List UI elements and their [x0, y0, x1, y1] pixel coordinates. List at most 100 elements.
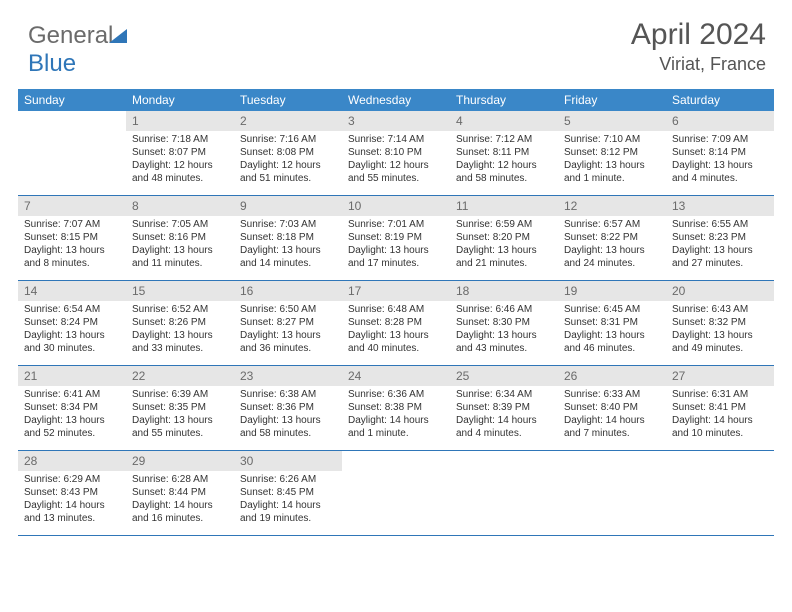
- day-detail: Sunrise: 7:03 AMSunset: 8:18 PMDaylight:…: [234, 216, 342, 274]
- day-number: 27: [666, 366, 774, 386]
- day-number: 17: [342, 281, 450, 301]
- day-number: 15: [126, 281, 234, 301]
- day-number: 28: [18, 451, 126, 471]
- day-detail: Sunrise: 6:57 AMSunset: 8:22 PMDaylight:…: [558, 216, 666, 274]
- calendar-cell: ..: [18, 111, 126, 195]
- day-detail: Sunrise: 7:12 AMSunset: 8:11 PMDaylight:…: [450, 131, 558, 189]
- calendar-cell: 12Sunrise: 6:57 AMSunset: 8:22 PMDayligh…: [558, 196, 666, 280]
- calendar-cell: 2Sunrise: 7:16 AMSunset: 8:08 PMDaylight…: [234, 111, 342, 195]
- calendar-cell: ..: [342, 451, 450, 535]
- calendar-cell: 10Sunrise: 7:01 AMSunset: 8:19 PMDayligh…: [342, 196, 450, 280]
- calendar-cell: 1Sunrise: 7:18 AMSunset: 8:07 PMDaylight…: [126, 111, 234, 195]
- day-number: 20: [666, 281, 774, 301]
- day-number: 23: [234, 366, 342, 386]
- brand-part1: General: [28, 22, 113, 49]
- calendar-week: ..1Sunrise: 7:18 AMSunset: 8:07 PMDaylig…: [18, 111, 774, 196]
- calendar-cell: 29Sunrise: 6:28 AMSunset: 8:44 PMDayligh…: [126, 451, 234, 535]
- brand-part2: Blue: [28, 50, 76, 77]
- day-number: 10: [342, 196, 450, 216]
- day-number: 11: [450, 196, 558, 216]
- dayname-row: Sunday Monday Tuesday Wednesday Thursday…: [18, 89, 774, 111]
- calendar-cell: 11Sunrise: 6:59 AMSunset: 8:20 PMDayligh…: [450, 196, 558, 280]
- calendar-week: 7Sunrise: 7:07 AMSunset: 8:15 PMDaylight…: [18, 196, 774, 281]
- day-number: 24: [342, 366, 450, 386]
- day-number: 9: [234, 196, 342, 216]
- day-number: 12: [558, 196, 666, 216]
- day-number: 30: [234, 451, 342, 471]
- calendar-cell: 30Sunrise: 6:26 AMSunset: 8:45 PMDayligh…: [234, 451, 342, 535]
- page-header: April 2024 Viriat, France: [18, 18, 774, 75]
- day-number: 18: [450, 281, 558, 301]
- day-detail: Sunrise: 6:33 AMSunset: 8:40 PMDaylight:…: [558, 386, 666, 444]
- day-detail: Sunrise: 6:50 AMSunset: 8:27 PMDaylight:…: [234, 301, 342, 359]
- day-detail: Sunrise: 7:16 AMSunset: 8:08 PMDaylight:…: [234, 131, 342, 189]
- day-detail: Sunrise: 6:45 AMSunset: 8:31 PMDaylight:…: [558, 301, 666, 359]
- day-number: 7: [18, 196, 126, 216]
- day-number: 13: [666, 196, 774, 216]
- day-detail: Sunrise: 7:10 AMSunset: 8:12 PMDaylight:…: [558, 131, 666, 189]
- day-detail: Sunrise: 7:01 AMSunset: 8:19 PMDaylight:…: [342, 216, 450, 274]
- day-detail: Sunrise: 6:26 AMSunset: 8:45 PMDaylight:…: [234, 471, 342, 529]
- day-detail: Sunrise: 6:38 AMSunset: 8:36 PMDaylight:…: [234, 386, 342, 444]
- day-detail: Sunrise: 6:52 AMSunset: 8:26 PMDaylight:…: [126, 301, 234, 359]
- day-detail: Sunrise: 6:28 AMSunset: 8:44 PMDaylight:…: [126, 471, 234, 529]
- day-number: 22: [126, 366, 234, 386]
- day-number: 6: [666, 111, 774, 131]
- location-subtitle: Viriat, France: [18, 54, 766, 75]
- month-title: April 2024: [18, 18, 766, 52]
- calendar-cell: 21Sunrise: 6:41 AMSunset: 8:34 PMDayligh…: [18, 366, 126, 450]
- day-detail: Sunrise: 7:05 AMSunset: 8:16 PMDaylight:…: [126, 216, 234, 274]
- dayname-sat: Saturday: [666, 89, 774, 111]
- calendar-cell: 13Sunrise: 6:55 AMSunset: 8:23 PMDayligh…: [666, 196, 774, 280]
- day-number: 2: [234, 111, 342, 131]
- day-detail: Sunrise: 6:31 AMSunset: 8:41 PMDaylight:…: [666, 386, 774, 444]
- day-number: 19: [558, 281, 666, 301]
- day-detail: Sunrise: 7:18 AMSunset: 8:07 PMDaylight:…: [126, 131, 234, 189]
- calendar-cell: 27Sunrise: 6:31 AMSunset: 8:41 PMDayligh…: [666, 366, 774, 450]
- calendar-cell: 19Sunrise: 6:45 AMSunset: 8:31 PMDayligh…: [558, 281, 666, 365]
- calendar-cell: 26Sunrise: 6:33 AMSunset: 8:40 PMDayligh…: [558, 366, 666, 450]
- dayname-tue: Tuesday: [234, 89, 342, 111]
- calendar-cell: 6Sunrise: 7:09 AMSunset: 8:14 PMDaylight…: [666, 111, 774, 195]
- calendar-cell: 20Sunrise: 6:43 AMSunset: 8:32 PMDayligh…: [666, 281, 774, 365]
- day-number: 3: [342, 111, 450, 131]
- calendar-cell: 22Sunrise: 6:39 AMSunset: 8:35 PMDayligh…: [126, 366, 234, 450]
- day-number: 14: [18, 281, 126, 301]
- day-detail: Sunrise: 6:41 AMSunset: 8:34 PMDaylight:…: [18, 386, 126, 444]
- day-detail: Sunrise: 6:39 AMSunset: 8:35 PMDaylight:…: [126, 386, 234, 444]
- day-detail: Sunrise: 6:48 AMSunset: 8:28 PMDaylight:…: [342, 301, 450, 359]
- calendar-cell: 9Sunrise: 7:03 AMSunset: 8:18 PMDaylight…: [234, 196, 342, 280]
- calendar-week: 28Sunrise: 6:29 AMSunset: 8:43 PMDayligh…: [18, 451, 774, 536]
- calendar-cell: 18Sunrise: 6:46 AMSunset: 8:30 PMDayligh…: [450, 281, 558, 365]
- day-number: 16: [234, 281, 342, 301]
- calendar: Sunday Monday Tuesday Wednesday Thursday…: [18, 89, 774, 536]
- calendar-cell: 8Sunrise: 7:05 AMSunset: 8:16 PMDaylight…: [126, 196, 234, 280]
- calendar-week: 14Sunrise: 6:54 AMSunset: 8:24 PMDayligh…: [18, 281, 774, 366]
- day-number: 26: [558, 366, 666, 386]
- calendar-cell: 15Sunrise: 6:52 AMSunset: 8:26 PMDayligh…: [126, 281, 234, 365]
- day-detail: Sunrise: 6:34 AMSunset: 8:39 PMDaylight:…: [450, 386, 558, 444]
- calendar-cell: 4Sunrise: 7:12 AMSunset: 8:11 PMDaylight…: [450, 111, 558, 195]
- calendar-cell: ..: [450, 451, 558, 535]
- calendar-cell: 7Sunrise: 7:07 AMSunset: 8:15 PMDaylight…: [18, 196, 126, 280]
- dayname-thu: Thursday: [450, 89, 558, 111]
- dayname-wed: Wednesday: [342, 89, 450, 111]
- dayname-mon: Monday: [126, 89, 234, 111]
- calendar-cell: 16Sunrise: 6:50 AMSunset: 8:27 PMDayligh…: [234, 281, 342, 365]
- calendar-cell: 5Sunrise: 7:10 AMSunset: 8:12 PMDaylight…: [558, 111, 666, 195]
- day-number: 25: [450, 366, 558, 386]
- day-detail: Sunrise: 6:59 AMSunset: 8:20 PMDaylight:…: [450, 216, 558, 274]
- day-detail: Sunrise: 6:43 AMSunset: 8:32 PMDaylight:…: [666, 301, 774, 359]
- day-detail: Sunrise: 7:09 AMSunset: 8:14 PMDaylight:…: [666, 131, 774, 189]
- day-detail: Sunrise: 7:07 AMSunset: 8:15 PMDaylight:…: [18, 216, 126, 274]
- calendar-cell: 28Sunrise: 6:29 AMSunset: 8:43 PMDayligh…: [18, 451, 126, 535]
- calendar-cell: 3Sunrise: 7:14 AMSunset: 8:10 PMDaylight…: [342, 111, 450, 195]
- day-detail: Sunrise: 6:29 AMSunset: 8:43 PMDaylight:…: [18, 471, 126, 529]
- calendar-cell: ..: [558, 451, 666, 535]
- day-detail: Sunrise: 6:54 AMSunset: 8:24 PMDaylight:…: [18, 301, 126, 359]
- day-number: 5: [558, 111, 666, 131]
- calendar-week: 21Sunrise: 6:41 AMSunset: 8:34 PMDayligh…: [18, 366, 774, 451]
- day-number: 21: [18, 366, 126, 386]
- calendar-body: ..1Sunrise: 7:18 AMSunset: 8:07 PMDaylig…: [18, 111, 774, 536]
- calendar-cell: 24Sunrise: 6:36 AMSunset: 8:38 PMDayligh…: [342, 366, 450, 450]
